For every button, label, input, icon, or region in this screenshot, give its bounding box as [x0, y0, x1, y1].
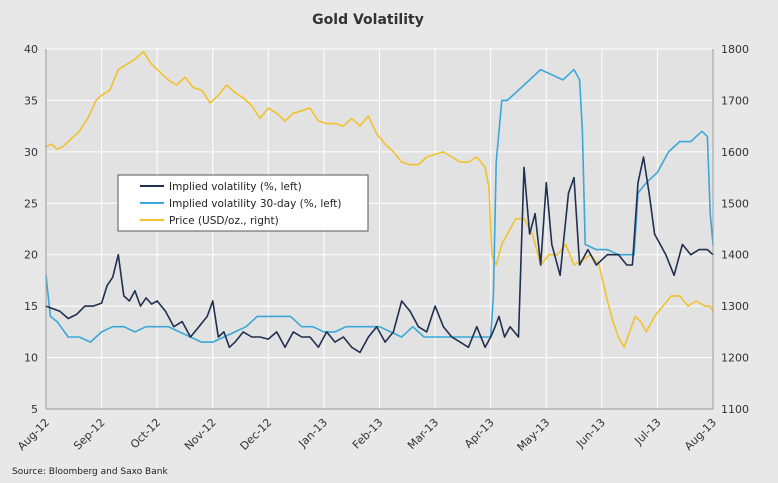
implied-volatility-30day-line: [45, 68, 714, 343]
y-left-tick-label: 35: [24, 94, 38, 107]
y-left-tick-label: 40: [24, 43, 38, 56]
legend: Implied volatility (%, left) Implied vola…: [117, 174, 369, 232]
legend-implied-volatility-label: Implied volatility (%, left): [169, 181, 302, 193]
y-left-tick-label: 20: [24, 249, 38, 262]
y-right-tick-label: 1700: [721, 94, 749, 107]
y-right-tick-label: 1400: [721, 249, 749, 262]
legend-price-label: Price (USD/oz., right): [169, 215, 279, 227]
source-note: Source: Bloomberg and Saxo Bank: [12, 467, 168, 477]
y-right-tick-label: 1500: [721, 197, 749, 210]
y-right-tick-label: 1300: [721, 300, 749, 313]
implied-volatility-line: [45, 156, 714, 354]
series-layer: [45, 50, 714, 354]
legend-implied-volatility-30day-label: Implied volatility 30-day (%, left): [169, 198, 341, 210]
price-line: [45, 50, 714, 349]
y-left-tick-label: 15: [24, 300, 38, 313]
y-right-tick-label: 1800: [721, 43, 749, 56]
y-right-tick-label: 1200: [721, 352, 749, 365]
y-left-tick-label: 30: [24, 146, 38, 159]
y-left-tick-label: 25: [24, 197, 38, 210]
y-left-tick-label: 5: [31, 403, 38, 416]
y-right-tick-label: 1600: [721, 146, 749, 159]
y-right-tick-label: 1100: [721, 403, 749, 416]
chart-title: Gold Volatility: [312, 12, 424, 28]
grid: [45, 48, 714, 410]
y-left-tick-label: 10: [24, 352, 38, 365]
